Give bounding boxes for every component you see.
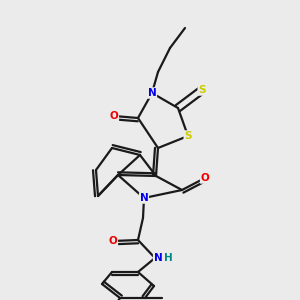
Text: N: N bbox=[148, 88, 156, 98]
Text: O: O bbox=[110, 111, 118, 121]
Text: S: S bbox=[198, 85, 206, 95]
Text: H: H bbox=[164, 253, 173, 263]
Text: S: S bbox=[184, 131, 192, 141]
Text: N: N bbox=[154, 253, 162, 263]
Text: N: N bbox=[140, 193, 148, 203]
Text: O: O bbox=[201, 173, 209, 183]
Text: O: O bbox=[109, 236, 117, 246]
